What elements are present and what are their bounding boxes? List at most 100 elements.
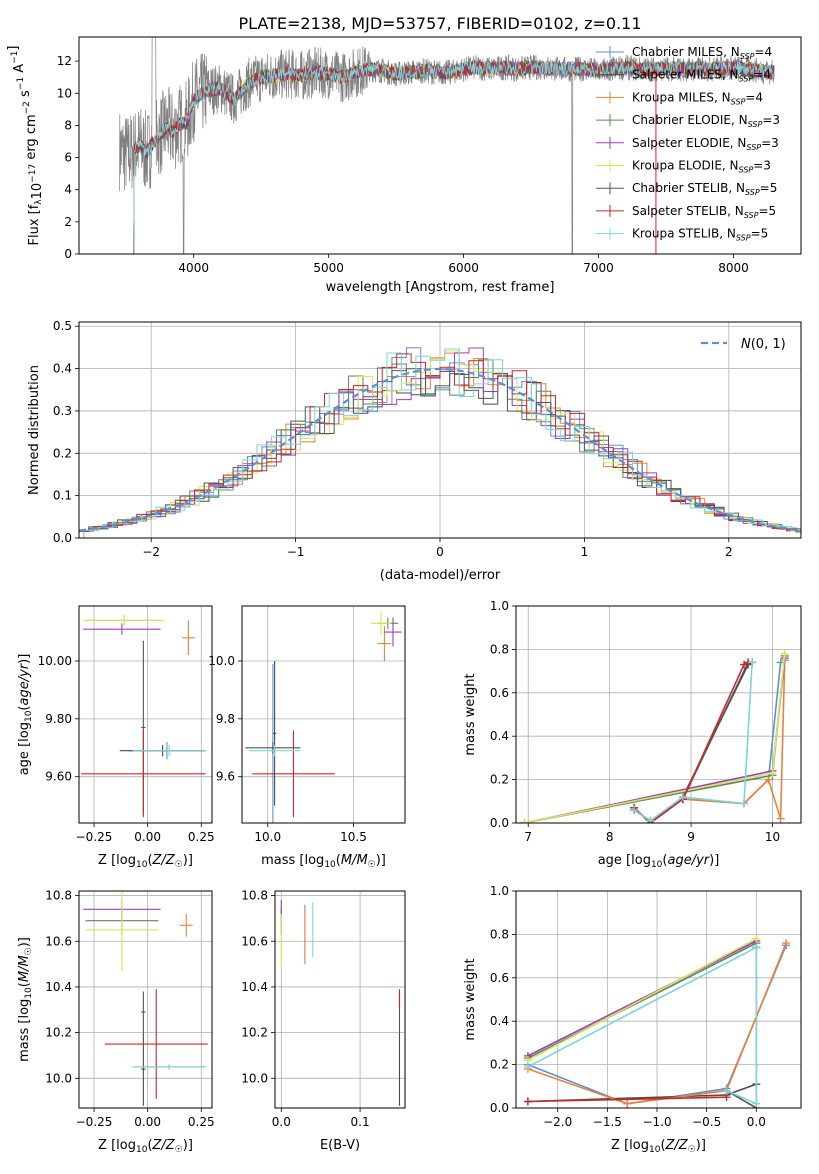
legend-label-part: (0, 1): [751, 337, 786, 352]
x-tick-label: 6000: [448, 261, 479, 275]
x-tick-label: 5000: [313, 261, 344, 275]
x-axis-label-part: M/M: [341, 853, 368, 868]
plot-frame: [78, 605, 213, 824]
weight-marker: [748, 658, 757, 667]
y-tick-label: 10.4: [45, 980, 72, 994]
x-tick-label: −1.0: [642, 1115, 671, 1129]
x-tick-label: 10.0: [254, 830, 281, 844]
x-axis-label-part: )]: [696, 1138, 706, 1153]
y-axis-label-part: λ: [34, 199, 44, 205]
y-tick-label: 0.0: [490, 816, 509, 830]
y-tick-label: 10.0: [45, 1071, 72, 1085]
weight-plot-area: [520, 649, 789, 823]
x-tick-label: 0.0: [747, 1115, 766, 1129]
weight-marker: [520, 819, 529, 823]
y-axis-label-part: age/yr: [17, 662, 32, 705]
x-tick-label: 0.0: [272, 1115, 291, 1129]
x-tick-label: −1: [287, 545, 305, 559]
model-spectrum-line: [126, 60, 775, 254]
y-tick-label: 0.5: [53, 319, 72, 333]
y-tick-label: 6: [64, 151, 72, 165]
y-axis-label: age [log10(age/yr)]: [17, 654, 34, 776]
x-axis-label-part: )]: [183, 853, 193, 868]
x-axis-label: Z [log10(Z/Z☉)]: [611, 1138, 706, 1155]
x-tick-label: 1: [581, 545, 589, 559]
plot-frame: [78, 890, 213, 1109]
legend-label-part: SSP: [739, 75, 754, 84]
y-tick-label: 12: [57, 54, 72, 68]
legend-label-part: =4: [753, 68, 771, 82]
errorbar-point: [245, 741, 301, 754]
legend-label: Chabrier MILES, NSSP=4: [632, 45, 772, 61]
legend-label-part: SSP: [745, 188, 760, 197]
y-axis-label-part: A: [12, 64, 27, 77]
x-tick-label: 0.1: [351, 1115, 370, 1129]
panel-spectrum: 4000 5000 6000 7000 8000 0 2 4 6 8 10 12 wavelength …: [6, 36, 802, 295]
y-tick-label: 9.6: [216, 770, 235, 784]
legend-label-part: Salpeter MILES, N: [632, 68, 739, 82]
x-tick-label: 0.00: [134, 830, 161, 844]
x-axis-label-part: (: [147, 1138, 152, 1153]
errorbar-point: [377, 626, 392, 661]
y-axis-label-part: M/M: [17, 955, 32, 982]
x-tick-label: −0.25: [76, 1115, 113, 1129]
x-axis-label-part: ☉: [368, 860, 376, 870]
histogram-series: [79, 353, 801, 538]
x-tick-label: −2.0: [543, 1115, 572, 1129]
weight-marker: [523, 1097, 532, 1106]
observed-spectrum-line: [119, 37, 775, 254]
x-axis-label-part: (: [336, 853, 341, 868]
legend-label-part: =3: [753, 159, 771, 173]
weight-marker: [623, 1099, 632, 1108]
errorbar-plot-area: [280, 900, 401, 1106]
y-axis-label-part: −1: [16, 77, 26, 90]
residual-plot-area: [79, 347, 801, 538]
x-axis-label-part: Z [log: [98, 1138, 136, 1153]
weight-marker: [780, 649, 789, 658]
errorbar-point: [141, 1032, 146, 1106]
weight-marker: [740, 660, 748, 669]
legend-label-part: =4: [754, 45, 772, 59]
weight-series-line: [527, 941, 758, 1059]
legend-label-part: =3: [762, 113, 780, 127]
x-tick-label: 7: [524, 830, 532, 844]
histogram-series: [83, 350, 801, 538]
legend-label-part: Salpeter STELIB, N: [632, 204, 744, 218]
legend-label: Kroupa MILES, NSSP=4: [632, 90, 763, 106]
legend-label: Kroupa ELODIE, NSSP=3: [632, 159, 771, 175]
y-tick-label: 1.0: [490, 884, 509, 898]
legend-label: Chabrier STELIB, NSSP=5: [632, 181, 777, 197]
x-axis-label: age [log10(age/yr)]: [598, 853, 720, 870]
y-tick-label: 9.8: [216, 712, 235, 726]
y-axis-label-part: (: [17, 706, 32, 711]
y-tick-label: 0.4: [490, 729, 509, 743]
y-axis-label: mass weight: [463, 673, 478, 755]
x-axis-label-part: E(B-V): [320, 1138, 360, 1153]
y-axis-label-part: (: [17, 982, 32, 987]
y-tick-label: 0.8: [490, 642, 509, 656]
x-axis-label-part: 10: [651, 860, 663, 870]
y-axis-label-part: Flux [f: [27, 204, 42, 245]
y-axis-label-part: 10: [30, 183, 45, 200]
weight-marker: [630, 805, 639, 814]
errorbar-plot-area: [81, 614, 206, 818]
legend-label-part: =5: [760, 181, 778, 195]
weight-series-line: [523, 655, 786, 823]
legend-label-part: SSP: [739, 166, 754, 175]
weight-marker: [523, 1062, 532, 1071]
weight-plot-area: [523, 934, 791, 1108]
x-tick-label: 7000: [583, 261, 614, 275]
y-tick-label: 0.6: [490, 971, 509, 985]
y-axis-label-part: )]: [17, 654, 32, 664]
errorbar-point: [85, 891, 159, 971]
x-tick-label: 0.25: [188, 830, 215, 844]
normal-curve: [79, 367, 801, 532]
legend-label-part: =5: [751, 227, 769, 241]
y-tick-label: 0: [64, 247, 72, 261]
errorbar-point: [81, 730, 206, 818]
weight-marker: [768, 769, 777, 778]
histogram-series: [83, 348, 801, 538]
x-axis-label-part: (: [147, 853, 152, 868]
y-tick-label: 0.4: [490, 1014, 509, 1028]
